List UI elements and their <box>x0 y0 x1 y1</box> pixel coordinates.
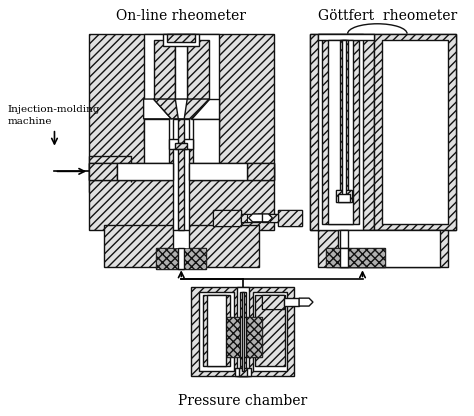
Polygon shape <box>318 34 374 40</box>
Bar <box>340 40 347 198</box>
Bar <box>203 295 230 366</box>
Bar <box>89 172 274 230</box>
Bar <box>383 40 447 224</box>
Bar <box>144 34 219 143</box>
Bar <box>207 295 226 366</box>
Bar <box>237 287 248 376</box>
Bar <box>223 317 263 357</box>
Bar <box>284 298 299 306</box>
Bar <box>164 34 199 46</box>
Bar <box>223 317 263 357</box>
Bar <box>191 287 294 376</box>
Bar <box>322 40 358 224</box>
Bar <box>240 292 246 371</box>
Bar <box>278 210 302 226</box>
Bar <box>340 230 347 248</box>
Bar <box>240 317 246 357</box>
Bar <box>199 292 234 371</box>
Bar <box>336 190 352 202</box>
Text: Pressure chamber: Pressure chamber <box>178 394 307 408</box>
Bar <box>89 34 274 172</box>
Bar <box>342 40 346 198</box>
Bar <box>338 194 350 202</box>
Bar <box>89 163 274 180</box>
Bar <box>246 163 274 180</box>
Bar <box>318 230 447 267</box>
Bar <box>278 210 302 226</box>
Bar <box>175 143 187 149</box>
Bar <box>173 149 189 230</box>
Bar <box>89 156 131 192</box>
Bar <box>167 34 195 42</box>
Bar <box>173 119 189 143</box>
Polygon shape <box>191 99 219 119</box>
Text: On-line rheometer: On-line rheometer <box>116 9 246 23</box>
Bar <box>213 210 241 226</box>
Bar <box>326 248 385 267</box>
Bar <box>104 225 259 267</box>
Bar <box>253 292 287 371</box>
Bar <box>239 369 246 376</box>
Bar <box>193 119 219 172</box>
Bar <box>169 139 193 149</box>
Bar <box>263 295 284 309</box>
Bar <box>173 225 189 267</box>
Bar <box>235 369 251 376</box>
Bar <box>154 40 175 99</box>
Bar <box>89 163 117 180</box>
Bar <box>156 248 206 270</box>
Bar <box>338 230 440 267</box>
Bar <box>187 40 209 99</box>
Bar <box>310 34 456 230</box>
Bar <box>263 214 278 222</box>
Bar <box>156 248 206 270</box>
Bar <box>241 214 258 222</box>
Bar <box>328 40 353 224</box>
Bar <box>175 40 187 99</box>
Polygon shape <box>299 298 313 306</box>
Polygon shape <box>175 99 187 119</box>
Bar <box>178 149 184 230</box>
Text: Injection-molding
machine: Injection-molding machine <box>8 106 100 126</box>
Bar <box>178 248 184 270</box>
Bar <box>340 248 347 267</box>
Bar <box>241 214 246 222</box>
Bar <box>310 34 374 230</box>
Polygon shape <box>144 99 171 119</box>
Bar <box>242 292 244 371</box>
Bar <box>336 190 352 202</box>
Polygon shape <box>154 99 209 119</box>
Bar <box>255 295 285 366</box>
Bar <box>189 163 246 180</box>
Bar <box>270 214 278 222</box>
Bar <box>213 210 241 226</box>
Bar <box>374 34 456 230</box>
Bar <box>117 163 173 180</box>
Polygon shape <box>248 214 263 222</box>
Bar <box>263 295 284 309</box>
Bar <box>144 119 169 172</box>
Bar <box>178 119 184 143</box>
Bar <box>326 248 385 267</box>
Polygon shape <box>258 214 273 222</box>
Text: Göttfert  rheometer: Göttfert rheometer <box>318 9 457 23</box>
Bar <box>318 34 363 230</box>
